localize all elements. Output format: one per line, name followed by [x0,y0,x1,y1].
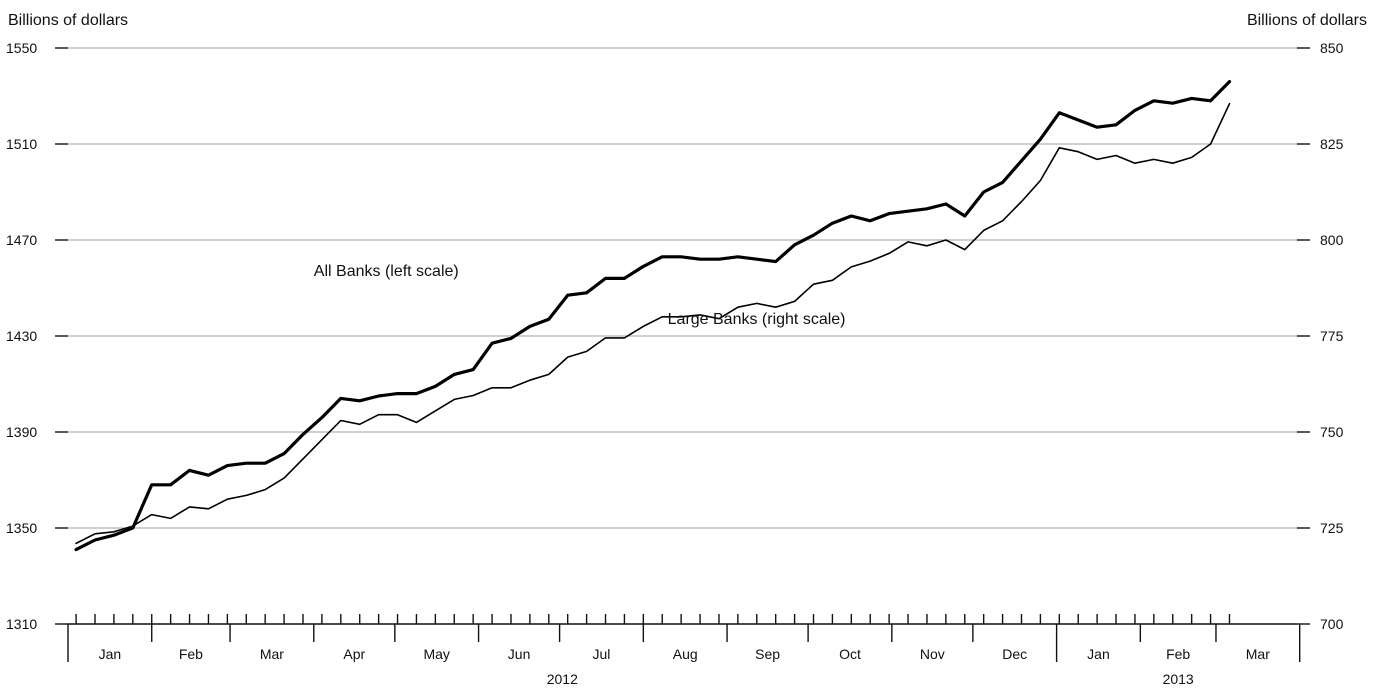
right-axis-tick-label: 750 [1320,424,1344,440]
right-axis-tick-label: 850 [1320,40,1344,56]
large-banks-line [75,102,1231,545]
month-label: Apr [343,646,365,662]
left-axis-tick-label: 1350 [6,520,37,536]
left-axis-tick-label: 1430 [6,328,37,344]
series-annotations: All Banks (left scale) Large Banks (right… [314,263,846,328]
month-label: Sep [755,646,780,662]
left-axis-tick-label: 1510 [6,136,37,152]
all-banks-line [74,80,1232,552]
month-label: Feb [1166,646,1190,662]
right-axis: 850 825 800 775 750 725 700 [1297,40,1344,632]
left-axis: 1550 1510 1470 1430 1390 1350 1310 [6,40,68,632]
month-label: Jun [508,646,531,662]
month-label: Jan [1087,646,1110,662]
right-axis-tick-label: 725 [1320,520,1344,536]
month-label: Mar [260,646,284,662]
left-axis-tick-label: 1310 [6,616,37,632]
month-label: Nov [920,646,945,662]
month-label: Jan [99,646,122,662]
month-label: Oct [839,646,861,662]
left-axis-tick-label: 1470 [6,232,37,248]
large-banks-label: Large Banks (right scale) [668,311,846,328]
month-label: Jul [593,646,611,662]
month-label: Mar [1246,646,1270,662]
all-banks-label: All Banks (left scale) [314,263,459,280]
right-axis-tick-label: 825 [1320,136,1344,152]
month-label: May [423,646,449,662]
series-lines [74,80,1232,552]
month-label: Feb [179,646,203,662]
left-axis-tick-label: 1390 [6,424,37,440]
right-axis-tick-label: 775 [1320,328,1344,344]
left-axis-unit-label: Billions of dollars [8,12,128,29]
right-axis-unit-label: Billions of dollars [1247,12,1367,29]
year-label: 2013 [1163,671,1194,687]
right-axis-tick-label: 800 [1320,232,1344,248]
right-axis-tick-label: 700 [1320,616,1344,632]
left-axis-tick-label: 1550 [6,40,37,56]
month-label: Dec [1002,646,1027,662]
x-axis: Jan Feb Mar Apr May Jun Jul Aug Sep Oct Nov Dec Jan F… [67,614,1301,687]
month-label: Aug [673,646,698,662]
gridlines [68,47,1297,529]
year-label: 2012 [547,671,578,687]
